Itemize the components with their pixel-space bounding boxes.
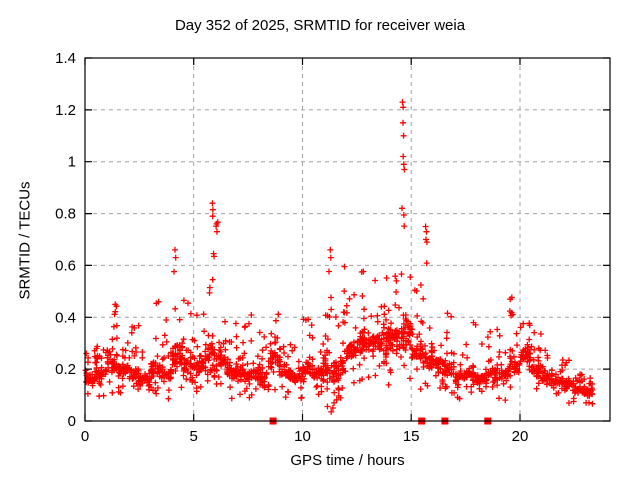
y-tick-label: 1.4 (55, 50, 76, 67)
y-tick-label: 0.8 (55, 206, 76, 223)
y-tick-label: 1.2 (55, 102, 76, 119)
x-tick-label: 5 (190, 428, 198, 445)
scatter-points (82, 99, 596, 415)
y-tick-label: 0.6 (55, 257, 76, 274)
y-tick-label: 0 (68, 413, 76, 430)
x-tick-label: 0 (81, 428, 89, 445)
x-tick-label: 20 (512, 428, 529, 445)
axis-ticks (84, 57, 610, 422)
x-tick-label: 10 (294, 428, 311, 445)
plot-border (84, 57, 611, 422)
y-tick-label: 1 (68, 154, 76, 171)
y-tick-label: 0.2 (55, 361, 76, 378)
x-axis-title: GPS time / hours (290, 452, 405, 469)
y-tick-label: 0.4 (55, 309, 76, 326)
x-tick-label: 15 (403, 428, 420, 445)
y-axis-title: SRMTID / TECUs (16, 181, 34, 300)
chart-title: Day 352 of 2025, SRMTID for receiver wei… (174, 17, 466, 34)
